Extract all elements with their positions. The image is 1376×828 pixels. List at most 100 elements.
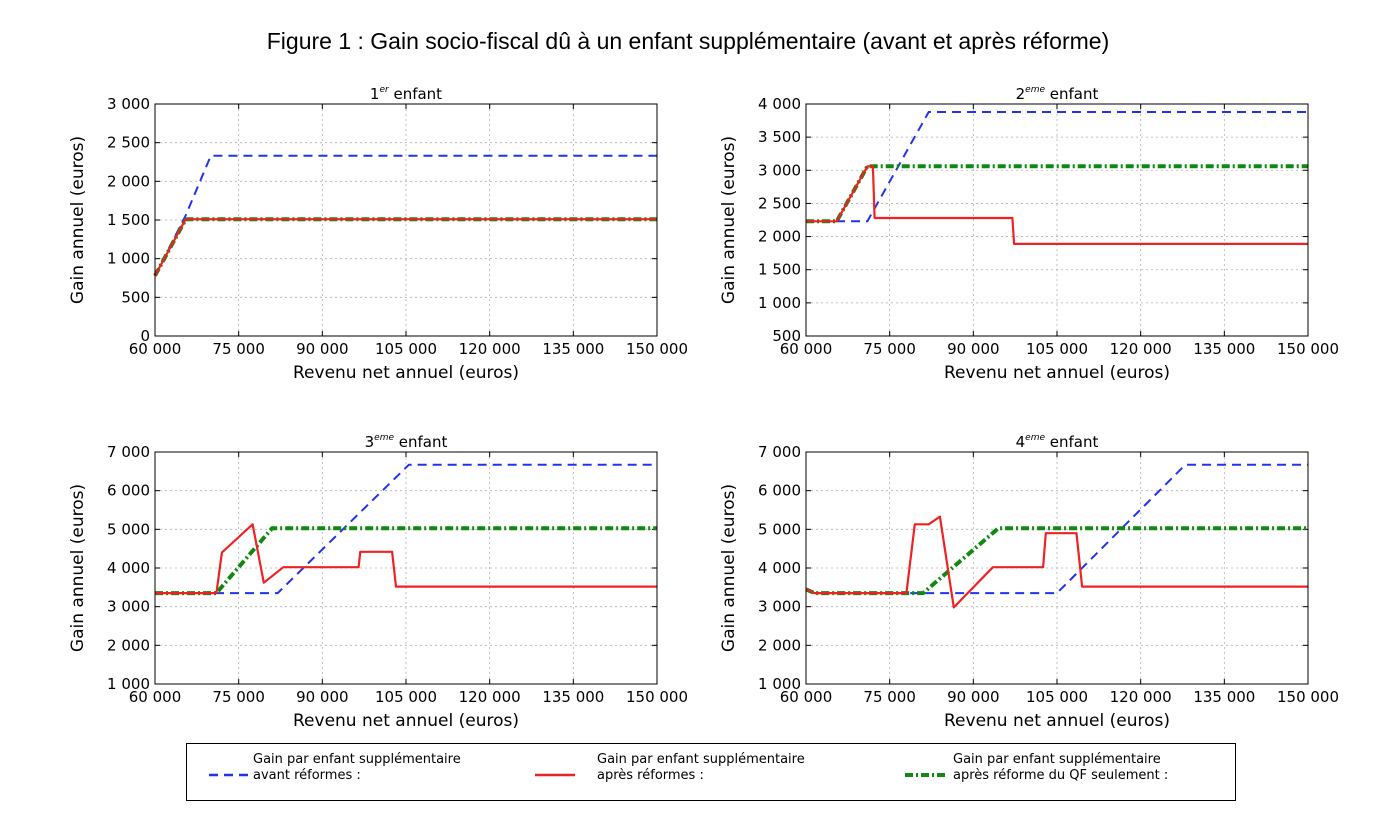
x-tick-label: 135 000 — [542, 688, 604, 706]
chart-title: 1er enfant — [370, 85, 442, 103]
chart-title-text: enfant — [389, 85, 442, 103]
x-tick-label: 75 000 — [863, 688, 916, 706]
x-tick-label: 150 000 — [626, 688, 688, 706]
x-tick-label: 105 000 — [375, 340, 437, 358]
y-tick-label: 4 000 — [107, 559, 150, 577]
legend-item-avant: Gain par enfant supplémentaire avant réf… — [253, 752, 461, 784]
y-tick-label: 3 000 — [107, 95, 150, 113]
y-tick-label: 4 000 — [758, 95, 801, 113]
x-tick-label: 75 000 — [212, 340, 265, 358]
y-tick-label: 3 000 — [107, 598, 150, 616]
x-tick-label: 75 000 — [212, 688, 265, 706]
x-tick-label: 150 000 — [1277, 340, 1339, 358]
chart-title: 3eme enfant — [365, 433, 448, 451]
x-tick-label: 60 000 — [129, 688, 182, 706]
x-tick-label: 90 000 — [947, 688, 1000, 706]
series-line-apres — [805, 515, 1308, 609]
series-line-apres — [806, 165, 1308, 245]
chart-panel-4: 60 000 75 000 90 000 105 000 120 000 135 000 1… — [719, 433, 1339, 731]
x-tick-label: 135 000 — [1193, 688, 1255, 706]
y-tick-label: 2 000 — [758, 228, 801, 246]
legend-label-apres-2: après réformes : — [597, 768, 704, 783]
y-tick-label: 500 — [772, 327, 801, 345]
x-tick-label: 75 000 — [863, 340, 916, 358]
x-tick-label: 90 000 — [296, 688, 349, 706]
y-tick-label: 1 500 — [758, 261, 801, 279]
x-tick-label: 105 000 — [1026, 688, 1088, 706]
legend-label-qf-2: après réforme du QF seulement : — [953, 768, 1169, 783]
y-tick-label: 3 000 — [758, 161, 801, 179]
x-tick-label: 120 000 — [1110, 688, 1172, 706]
legend-label-avant-1: Gain par enfant supplémentaire — [253, 752, 461, 767]
legend-label-avant-2: avant réformes : — [253, 768, 361, 783]
series-line-apres — [155, 523, 657, 595]
x-tick-label: 105 000 — [375, 688, 437, 706]
plot-frame — [805, 451, 1309, 685]
plot-frame — [805, 103, 1309, 337]
y-axis-label: Gain annuel (euros) — [68, 136, 88, 304]
series-line-qf — [155, 526, 657, 596]
x-tick-label: 120 000 — [1110, 340, 1172, 358]
y-tick-label: 1 000 — [107, 250, 150, 268]
chart-title-text: enfant — [1045, 433, 1098, 451]
plot-frame — [154, 103, 658, 337]
charts-canvas: 60 000 75 000 90 000 105 000 120 000 135 000 1… — [68, 85, 1339, 731]
y-axis-label: Gain annuel (euros) — [719, 136, 739, 304]
x-tick-label: 150 000 — [1277, 688, 1339, 706]
x-tick-label: 60 000 — [129, 340, 182, 358]
x-tick-label: 150 000 — [626, 340, 688, 358]
x-tick-label: 120 000 — [459, 688, 521, 706]
y-tick-label: 500 — [121, 288, 150, 306]
legend-item-qf: Gain par enfant supplémentaire après réf… — [953, 752, 1168, 784]
series-line-apres — [154, 218, 657, 277]
x-axis-label: Revenu net annuel (euros) — [944, 711, 1170, 731]
plot-frame — [154, 451, 658, 685]
chart-title-number: 3 — [365, 433, 375, 451]
chart-title-text: enfant — [394, 433, 447, 451]
chart-title-sup: eme — [1025, 85, 1045, 95]
chart-panel-2: 60 000 75 000 90 000 105 000 120 000 135 000 1… — [719, 85, 1339, 383]
chart-title-number: 1 — [370, 85, 380, 103]
figure-title: Figure 1 : Gain socio-fiscal dû à un enf… — [266, 28, 1110, 54]
y-tick-label: 6 000 — [107, 482, 150, 500]
x-tick-label: 60 000 — [780, 688, 833, 706]
y-tick-label: 2 500 — [107, 134, 150, 152]
y-tick-label: 4 000 — [758, 559, 801, 577]
chart-title: 2eme enfant — [1016, 85, 1099, 103]
x-axis-label: Revenu net annuel (euros) — [944, 363, 1170, 383]
chart-title-sup: eme — [374, 433, 394, 443]
x-tick-label: 60 000 — [780, 340, 833, 358]
y-tick-label: 1 000 — [758, 294, 801, 312]
chart-title-sup: eme — [1025, 433, 1045, 443]
x-tick-label: 90 000 — [296, 340, 349, 358]
y-tick-label: 5 000 — [107, 520, 150, 538]
y-tick-label: 2 000 — [107, 636, 150, 654]
y-tick-label: 1 500 — [107, 211, 150, 229]
y-tick-label: 2 000 — [758, 636, 801, 654]
chart-panel-3: 60 000 75 000 90 000 105 000 120 000 135 000 1… — [68, 433, 688, 731]
chart-title-number: 2 — [1016, 85, 1026, 103]
legend-label-qf-1: Gain par enfant supplémentaire — [953, 752, 1161, 767]
x-tick-label: 120 000 — [459, 340, 521, 358]
x-tick-label: 90 000 — [947, 340, 1000, 358]
chart-title-number: 4 — [1016, 433, 1026, 451]
y-tick-label: 2 000 — [107, 172, 150, 190]
y-tick-label: 3 000 — [758, 598, 801, 616]
x-tick-label: 135 000 — [542, 340, 604, 358]
x-tick-label: 105 000 — [1026, 340, 1088, 358]
y-tick-label: 0 — [140, 327, 150, 345]
legend-sample-avant — [209, 773, 249, 777]
chart-title-text: enfant — [1045, 85, 1098, 103]
legend-item-apres: Gain par enfant supplémentaire après réf… — [597, 752, 805, 784]
y-axis-label: Gain annuel (euros) — [719, 484, 739, 652]
y-tick-label: 7 000 — [107, 443, 150, 461]
chart-panel-1: 60 000 75 000 90 000 105 000 120 000 135 000 1… — [68, 85, 688, 383]
legend-label-apres-1: Gain par enfant supplémentaire — [597, 752, 805, 767]
x-tick-label: 135 000 — [1193, 340, 1255, 358]
chart-title-sup: er — [379, 85, 390, 95]
series-line-qf — [153, 217, 657, 277]
legend-sample-apres — [535, 773, 575, 777]
y-tick-label: 5 000 — [758, 520, 801, 538]
legend-sample-qf — [905, 773, 945, 777]
y-axis-label: Gain annuel (euros) — [68, 484, 88, 652]
